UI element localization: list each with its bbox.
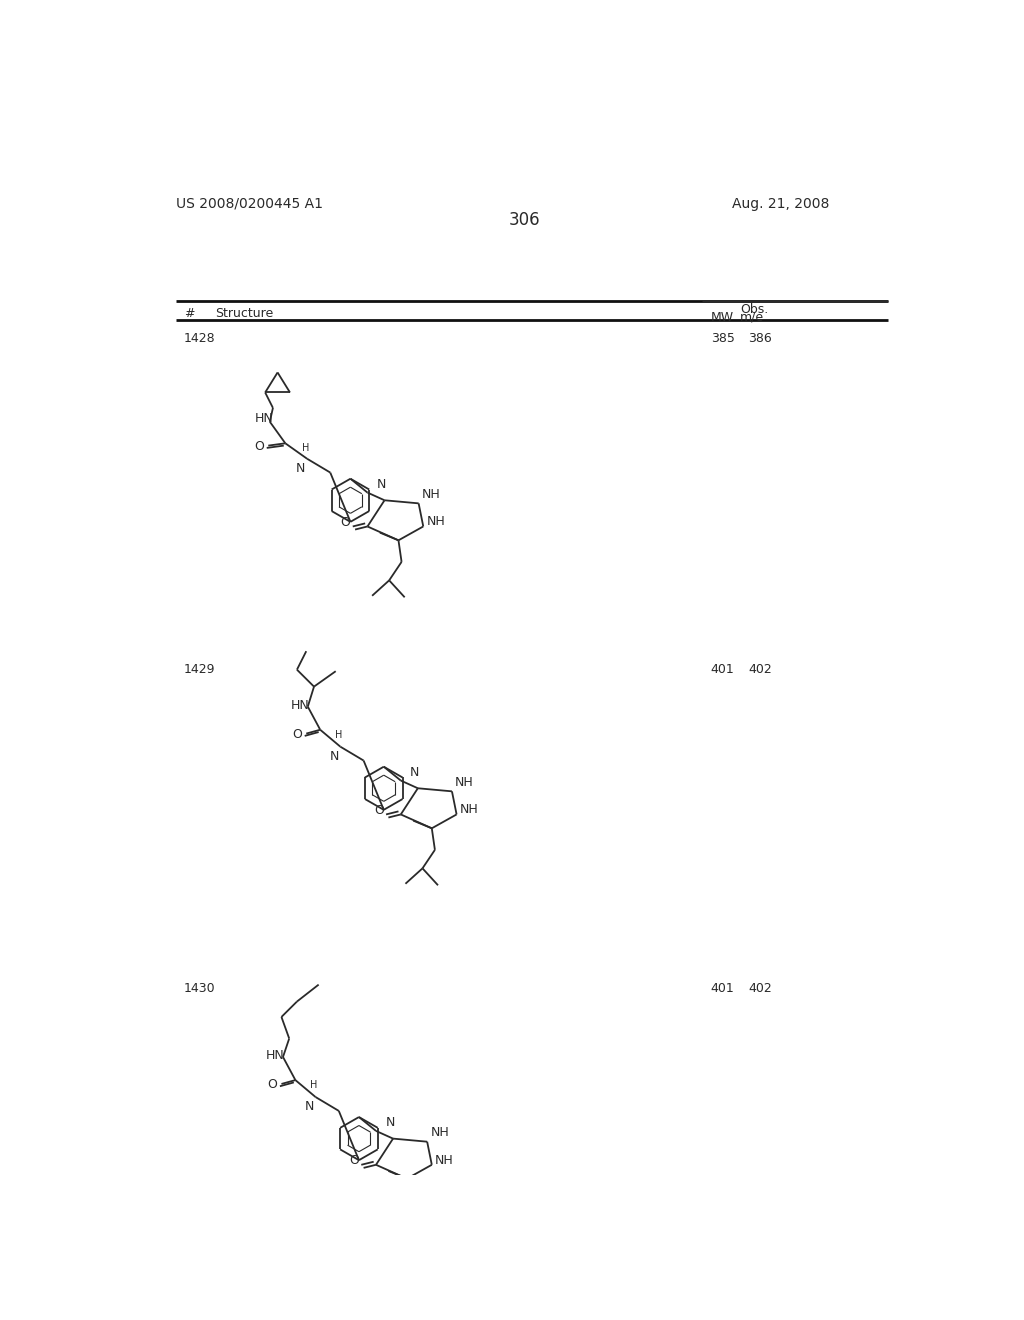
Text: N: N bbox=[296, 462, 305, 475]
Text: O: O bbox=[267, 1078, 278, 1092]
Text: Obs.: Obs. bbox=[740, 304, 768, 317]
Text: HN: HN bbox=[254, 412, 273, 425]
Text: #: # bbox=[183, 308, 195, 319]
Text: 1428: 1428 bbox=[183, 331, 215, 345]
Text: m/e: m/e bbox=[740, 312, 764, 323]
Text: 402: 402 bbox=[748, 663, 772, 676]
Text: NH: NH bbox=[455, 776, 474, 788]
Text: NH: NH bbox=[422, 487, 440, 500]
Text: N: N bbox=[305, 1100, 314, 1113]
Text: O: O bbox=[341, 516, 350, 529]
Text: HN: HN bbox=[291, 698, 309, 711]
Text: H: H bbox=[302, 442, 309, 453]
Text: MW: MW bbox=[711, 312, 734, 323]
Text: Aug. 21, 2008: Aug. 21, 2008 bbox=[732, 197, 829, 211]
Text: O: O bbox=[374, 804, 384, 817]
Text: NH: NH bbox=[430, 1126, 449, 1139]
Text: O: O bbox=[292, 727, 302, 741]
Text: 1429: 1429 bbox=[183, 663, 215, 676]
Text: NH: NH bbox=[435, 1154, 454, 1167]
Text: N: N bbox=[330, 750, 339, 763]
Text: H: H bbox=[335, 730, 342, 739]
Text: 402: 402 bbox=[748, 982, 772, 995]
Text: N: N bbox=[410, 766, 420, 779]
Text: O: O bbox=[254, 440, 264, 453]
Text: N: N bbox=[385, 1117, 394, 1130]
Text: HN: HN bbox=[266, 1049, 285, 1063]
Text: Structure: Structure bbox=[215, 308, 273, 319]
Text: 1430: 1430 bbox=[183, 982, 215, 995]
Text: NH: NH bbox=[460, 804, 478, 816]
Text: 306: 306 bbox=[509, 211, 541, 228]
Text: 401: 401 bbox=[711, 982, 734, 995]
Text: H: H bbox=[310, 1080, 317, 1090]
Text: 385: 385 bbox=[711, 331, 734, 345]
Text: 386: 386 bbox=[748, 331, 772, 345]
Text: 401: 401 bbox=[711, 663, 734, 676]
Text: N: N bbox=[377, 478, 386, 491]
Text: O: O bbox=[349, 1155, 359, 1167]
Text: NH: NH bbox=[426, 515, 445, 528]
Text: US 2008/0200445 A1: US 2008/0200445 A1 bbox=[176, 197, 323, 211]
